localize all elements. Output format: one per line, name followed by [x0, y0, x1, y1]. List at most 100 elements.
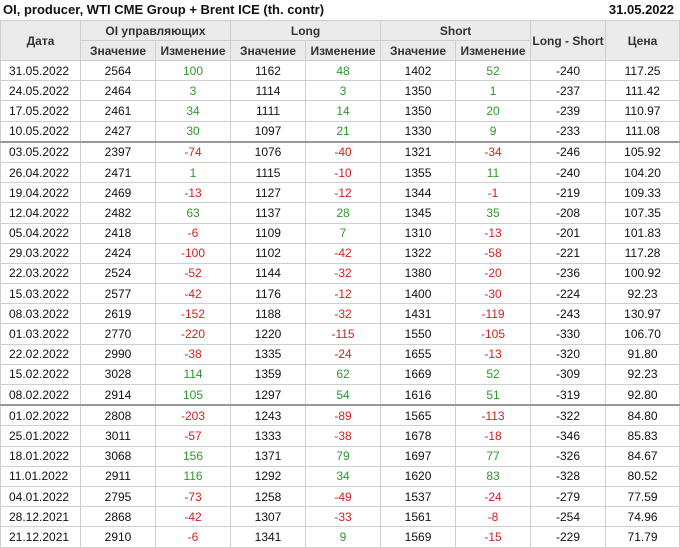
cell: 117.28	[605, 242, 680, 264]
cell: -100	[154, 242, 232, 264]
cell: -224	[530, 283, 607, 305]
cell: 3011	[80, 425, 156, 447]
cell: -221	[530, 242, 607, 264]
table-row: 25.01.2022 3011 -57 1333 -38 1678 -18 -346 85.83	[0, 425, 680, 447]
cell: 114	[154, 363, 232, 386]
table-body: 31.05.2022 2564 100 1162 48 1402 52 -240 117.25 2…	[0, 59, 680, 548]
cell: 156	[154, 445, 232, 467]
date-cell: 19.04.2022	[0, 182, 81, 204]
cell: -240	[530, 59, 607, 82]
cell: 83	[455, 465, 532, 487]
cell: 2524	[80, 262, 156, 285]
cell: 111.42	[605, 80, 680, 102]
date-cell: 08.02.2022	[0, 384, 81, 406]
date-cell: 01.02.2022	[0, 404, 81, 427]
cell: -49	[305, 485, 382, 508]
cell: 116	[154, 465, 232, 487]
date-cell: 05.04.2022	[0, 222, 81, 244]
cell: 1220	[230, 323, 307, 345]
cell: -20	[455, 262, 532, 285]
cell: 1537	[380, 485, 457, 508]
cell: 1620	[380, 465, 457, 487]
cell: -52	[154, 262, 232, 285]
cell: 2424	[80, 242, 156, 264]
date-cell: 21.12.2021	[0, 526, 81, 548]
cell: 2464	[80, 80, 156, 102]
cell: -309	[530, 363, 607, 386]
table-row: 11.01.2022 2911 116 1292 34 1620 83 -328 80.52	[0, 465, 680, 487]
cell: 1565	[380, 404, 457, 427]
col-header: Цена	[605, 20, 680, 61]
cell: 2868	[80, 506, 156, 528]
data-table: Дата OI управляющих Long Short Long - Sh…	[0, 20, 680, 548]
cell: 2577	[80, 283, 156, 305]
table-row: 17.05.2022 2461 34 1111 14 1350 20 -239 110.97	[0, 100, 680, 122]
date-cell: 01.03.2022	[0, 323, 81, 345]
col-header: Long - Short	[530, 20, 607, 61]
cell: 104.20	[605, 161, 680, 184]
cell: 2911	[80, 465, 156, 487]
cell: -203	[154, 404, 232, 427]
date-cell: 12.04.2022	[0, 202, 81, 224]
cell: -13	[154, 182, 232, 204]
cell: 2770	[80, 323, 156, 345]
cell: 100.92	[605, 262, 680, 285]
cell: 1380	[380, 262, 457, 285]
cell: 1697	[380, 445, 457, 467]
cell: 2471	[80, 161, 156, 184]
cell: -115	[305, 323, 382, 345]
date-cell: 18.01.2022	[0, 445, 81, 467]
cell: 71.79	[605, 526, 680, 548]
cell: 2564	[80, 59, 156, 82]
cell: 1344	[380, 182, 457, 204]
cell: 11	[455, 161, 532, 184]
cell: -42	[154, 283, 232, 305]
cell: 3	[154, 80, 232, 102]
cell: -32	[305, 262, 382, 285]
cell: -319	[530, 384, 607, 406]
cell: -328	[530, 465, 607, 487]
cell: 74.96	[605, 506, 680, 528]
cell: 1402	[380, 59, 457, 82]
cell: -254	[530, 506, 607, 528]
cell: 107.35	[605, 202, 680, 224]
table-row: 12.04.2022 2482 63 1137 28 1345 35 -208 107.35	[0, 202, 680, 224]
title: OI, producer, WTI CME Group + Brent ICE …	[3, 2, 325, 17]
cell: -18	[455, 425, 532, 447]
cell: -34	[455, 140, 532, 163]
table-row: 22.02.2022 2990 -38 1335 -24 1655 -13 -320 91.80	[0, 343, 680, 365]
cell: 77.59	[605, 485, 680, 508]
cell: -243	[530, 303, 607, 325]
cell: 1345	[380, 202, 457, 224]
cell: -57	[154, 425, 232, 447]
date-cell: 15.02.2022	[0, 363, 81, 386]
cell: 1359	[230, 363, 307, 386]
cell: 1114	[230, 80, 307, 102]
cell: -229	[530, 526, 607, 548]
table-row: 01.02.2022 2808 -203 1243 -89 1565 -113 -322 84.…	[0, 404, 680, 427]
col-header: Дата	[0, 20, 81, 61]
table-row: 03.05.2022 2397 -74 1076 -40 1321 -34 -246 105.9…	[0, 140, 680, 163]
table-row: 10.05.2022 2427 30 1097 21 1330 9 -233 111.08	[0, 120, 680, 143]
cell: 9	[455, 120, 532, 143]
table-row: 08.03.2022 2619 -152 1188 -32 1431 -119 -243 130…	[0, 303, 680, 325]
cell: 2418	[80, 222, 156, 244]
cell: -233	[530, 120, 607, 143]
cell: 2990	[80, 343, 156, 365]
cell: 105	[154, 384, 232, 406]
table-row: 05.04.2022 2418 -6 1109 7 1310 -13 -201 101.83	[0, 222, 680, 244]
cell: 30	[154, 120, 232, 143]
table-head: Дата OI управляющих Long Short Long - Sh…	[0, 20, 680, 61]
cell: 1102	[230, 242, 307, 264]
table-row: 29.03.2022 2424 -100 1102 -42 1322 -58 -221 117.…	[0, 242, 680, 264]
cell: -89	[305, 404, 382, 427]
table-row: 22.03.2022 2524 -52 1144 -32 1380 -20 -236 100.9…	[0, 262, 680, 285]
cell: -6	[154, 222, 232, 244]
cell: 1144	[230, 262, 307, 285]
cell: -30	[455, 283, 532, 305]
cell: 111.08	[605, 120, 680, 143]
cell: -322	[530, 404, 607, 427]
cell: 1	[455, 80, 532, 102]
cell: 1258	[230, 485, 307, 508]
